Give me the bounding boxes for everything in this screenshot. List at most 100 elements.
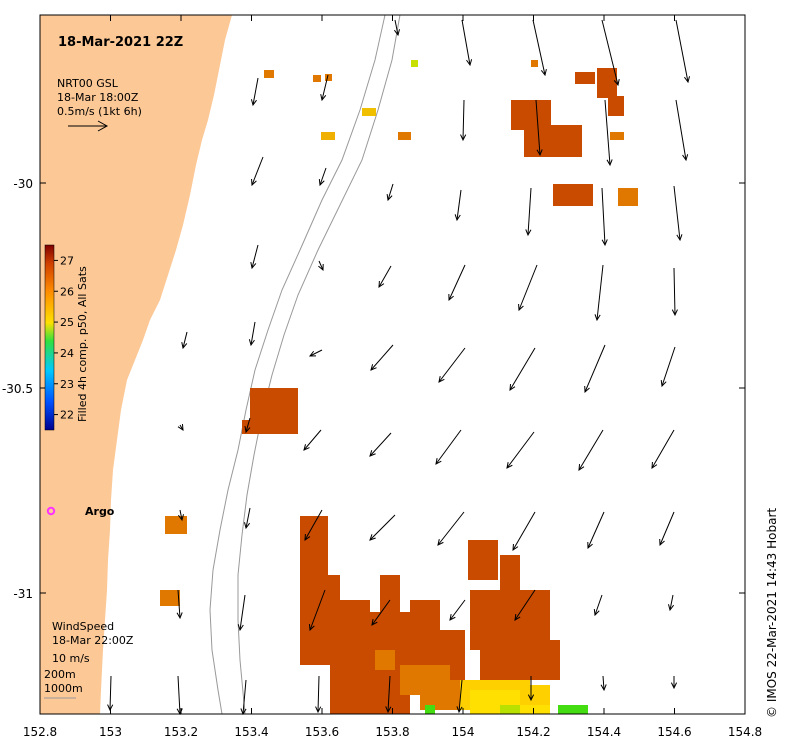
map-title: 18-Mar-2021 22Z bbox=[58, 35, 183, 50]
current-arrow bbox=[675, 99, 689, 162]
sst-cell bbox=[608, 96, 624, 116]
sst-cell bbox=[411, 60, 418, 67]
sst-cell bbox=[468, 540, 498, 580]
colorbar-tick-label: 25 bbox=[60, 316, 74, 329]
sst-cell bbox=[524, 125, 582, 157]
credit-text: © IMOS 22-Mar-2021 14:43 Hobart bbox=[765, 508, 779, 718]
sst-cell bbox=[375, 650, 395, 670]
wind-legend-line2: 18-Mar 22:00Z bbox=[52, 634, 134, 647]
sst-cell bbox=[165, 516, 187, 534]
colorbar bbox=[44, 244, 55, 431]
current-arrow bbox=[250, 244, 259, 270]
x-tick-label: 154.4 bbox=[587, 725, 621, 739]
colorbar-ticks: 27 26 25 24 23 22 bbox=[54, 254, 74, 422]
sst-cells bbox=[160, 60, 638, 714]
current-legend-line2: 18-Mar 18:00Z bbox=[57, 91, 139, 104]
current-arrow bbox=[461, 19, 473, 67]
current-arrow bbox=[369, 432, 392, 457]
sst-cell bbox=[330, 660, 410, 714]
current-arrow bbox=[449, 599, 466, 621]
current-arrow bbox=[527, 676, 535, 702]
current-arrow bbox=[587, 511, 605, 550]
current-arrow bbox=[456, 679, 463, 714]
current-arrow bbox=[320, 74, 329, 102]
current-arrow bbox=[593, 594, 603, 617]
current-arrow bbox=[668, 594, 675, 612]
current-arrow bbox=[176, 589, 183, 620]
current-arrow bbox=[460, 99, 467, 142]
x-tick-label: 153.4 bbox=[234, 725, 268, 739]
current-arrow bbox=[393, 19, 400, 37]
sst-cell bbox=[264, 70, 274, 78]
current-arrow bbox=[518, 264, 538, 312]
current-arrow bbox=[237, 594, 246, 632]
x-tick-label: 154 bbox=[452, 725, 475, 739]
current-legend-line1: NRT00 GSL bbox=[57, 77, 119, 90]
current-arrow bbox=[386, 183, 394, 202]
current-arrow bbox=[248, 321, 256, 347]
current-arrow bbox=[315, 675, 322, 714]
sst-cell bbox=[575, 72, 595, 84]
colorbar-tick-label: 24 bbox=[60, 347, 74, 360]
current-arrow bbox=[438, 347, 466, 383]
current-arrow bbox=[318, 167, 327, 187]
x-tick-label: 154.2 bbox=[516, 725, 550, 739]
current-arrow bbox=[107, 675, 114, 712]
sst-cell bbox=[410, 600, 440, 630]
sst-cell bbox=[531, 60, 538, 67]
current-legend-line3: 0.5m/s (1kt 6h) bbox=[57, 105, 142, 118]
current-arrow bbox=[369, 514, 396, 541]
current-arrow bbox=[435, 429, 462, 465]
current-arrow bbox=[601, 187, 608, 247]
colorbar-tick-label: 27 bbox=[60, 254, 74, 267]
isobath-legend-1000m: 1000m bbox=[44, 682, 83, 695]
current-arrow bbox=[303, 429, 322, 451]
x-tick-label: 153 bbox=[99, 725, 122, 739]
wind-legend-line1: WindSpeed bbox=[52, 620, 114, 633]
argo-label: Argo bbox=[85, 505, 115, 518]
x-tick-label: 153.6 bbox=[305, 725, 339, 739]
current-arrow bbox=[370, 344, 394, 371]
current-arrow bbox=[318, 260, 324, 272]
sst-cell bbox=[480, 640, 560, 680]
sst-cell bbox=[380, 575, 400, 615]
current-arrow bbox=[437, 511, 465, 546]
sst-cell bbox=[325, 74, 332, 81]
colorbar-tick-label: 22 bbox=[60, 409, 74, 422]
sst-cell bbox=[520, 685, 550, 705]
current-arrow bbox=[604, 99, 613, 167]
current-arrow bbox=[660, 346, 676, 388]
colorbar-tick-label: 26 bbox=[60, 285, 74, 298]
current-arrow bbox=[514, 589, 536, 621]
sst-cell bbox=[321, 132, 335, 140]
sst-cell bbox=[500, 555, 520, 595]
current-arrow bbox=[525, 187, 532, 237]
current-arrow bbox=[671, 267, 678, 317]
sst-cell bbox=[610, 132, 624, 140]
current-arrow bbox=[244, 507, 251, 530]
y-tick-label: -30 bbox=[13, 177, 33, 191]
current-arrows bbox=[107, 19, 691, 716]
current-arrow bbox=[181, 331, 188, 350]
sst-cell bbox=[398, 132, 411, 140]
current-arrow bbox=[600, 675, 607, 692]
land-mass bbox=[40, 15, 232, 714]
current-arrow bbox=[670, 676, 678, 690]
sst-cell bbox=[618, 188, 638, 206]
current-arrow bbox=[448, 264, 466, 302]
x-tick-label: 154.8 bbox=[728, 725, 762, 739]
current-arrow bbox=[578, 429, 604, 471]
colorbar-label: Filled 4h comp. p50, All Sats bbox=[76, 266, 89, 422]
sst-cell bbox=[300, 516, 328, 576]
current-arrow bbox=[651, 429, 675, 469]
current-arrow bbox=[177, 509, 184, 522]
sst-cell bbox=[362, 108, 376, 116]
x-tick-label: 153.2 bbox=[164, 725, 198, 739]
current-arrow bbox=[675, 19, 691, 84]
current-arrow bbox=[308, 589, 326, 632]
sst-cell bbox=[300, 650, 330, 664]
sst-cell bbox=[250, 388, 298, 434]
sst-cell bbox=[313, 75, 321, 82]
current-arrow bbox=[378, 265, 392, 288]
x-axis: 152.8 153 153.2 153.4 153.6 153.8 154 154.2 154.… bbox=[23, 15, 762, 739]
